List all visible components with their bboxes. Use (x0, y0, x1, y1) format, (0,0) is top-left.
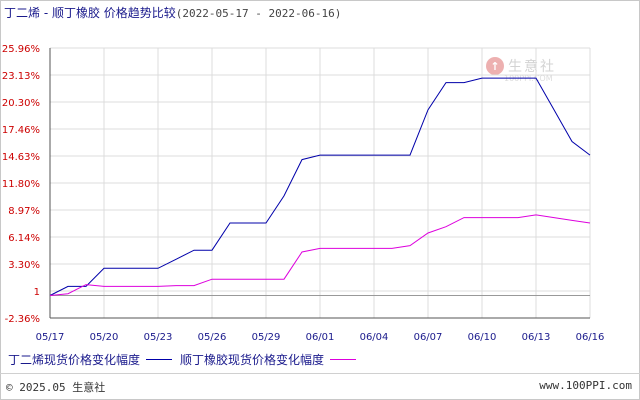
footer-copyright: © 2025.05 生意社 (6, 381, 106, 394)
legend-label-br-rubber: 顺丁橡胶现货价格变化幅度 (180, 353, 325, 367)
y-tick-label: 8.97% (8, 206, 40, 217)
footer-divider (0, 373, 640, 374)
x-tick-label: 05/23 (144, 332, 173, 343)
legend-swatch-br-rubber (330, 359, 357, 360)
chart-legend: 丁二烯现货价格变化幅度 顺丁橡胶现货价格变化幅度 (8, 351, 364, 368)
footer: © 2025.05 生意社 www.100PPI.com (6, 379, 632, 395)
chart-title-range: (2022-05-17 - 2022-06-16) (175, 7, 342, 20)
chart-title: 丁二烯 - 顺丁橡胶 价格趋势比较(2022-05-17 - 2022-06-1… (4, 4, 341, 21)
legend-label-butadiene: 丁二烯现货价格变化幅度 (8, 353, 141, 367)
y-tick-label: 17.46% (2, 125, 40, 136)
y-tick-label: 14.63% (2, 152, 40, 163)
chart-title-main: 丁二烯 - 顺丁橡胶 价格趋势比较 (4, 6, 176, 20)
x-tick-label: 06/01 (306, 332, 335, 343)
y-tick-label: 3.30% (8, 260, 40, 271)
legend-swatch-butadiene (146, 359, 173, 360)
x-tick-label: 06/04 (360, 332, 389, 343)
x-tick-label: 05/29 (252, 332, 281, 343)
y-tick-label: 1 (34, 287, 40, 298)
footer-site-link[interactable]: www.100PPI.com (539, 379, 632, 392)
x-tick-label: 06/07 (414, 332, 443, 343)
x-tick-label: 05/26 (198, 332, 227, 343)
y-tick-label: 6.14% (8, 233, 40, 244)
x-tick-label: 06/10 (468, 332, 497, 343)
y-tick-label: -2.36% (5, 314, 40, 325)
watermark-text: 生意社 (508, 59, 556, 75)
x-tick-label: 06/13 (522, 332, 551, 343)
x-tick-label: 05/17 (36, 332, 65, 343)
y-tick-label: 25.96% (2, 44, 40, 55)
watermark-logo-icon: ↑ (486, 57, 504, 75)
y-tick-label: 11.80% (2, 179, 40, 190)
series-line-0 (49, 77, 591, 296)
y-tick-label: 23.13% (2, 71, 40, 82)
y-tick-label: 20.30% (2, 98, 40, 109)
x-tick-label: 05/20 (90, 332, 119, 343)
series-line-1 (49, 214, 591, 296)
x-tick-label: 06/16 (576, 332, 605, 343)
